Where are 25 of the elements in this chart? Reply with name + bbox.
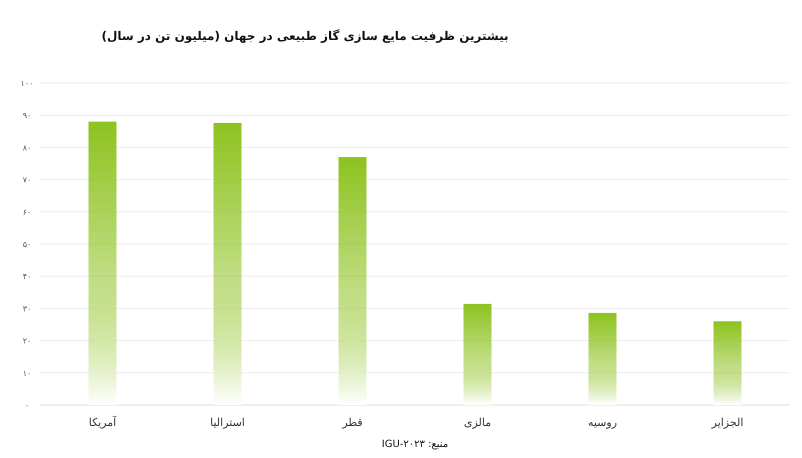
x-tick-label: قطر [341, 416, 363, 429]
x-tick-label: آمریکا [88, 415, 118, 429]
bar [338, 157, 366, 405]
bar [88, 122, 116, 405]
bar [714, 321, 742, 405]
y-tick-label: ۸۰ [22, 143, 32, 152]
bar [464, 304, 492, 405]
y-tick-label: ۱۰۰ [20, 79, 34, 88]
y-tick-label: ۷۰ [22, 176, 32, 185]
x-tick-label: استرالیا [210, 416, 245, 429]
y-tick-label: ۳۰ [22, 304, 32, 314]
y-tick-label: ۶۰ [22, 208, 32, 217]
x-tick-label: روسیه [588, 416, 618, 429]
y-tick-label: ۹۰ [22, 111, 32, 120]
x-tick-label: الجزایر [710, 416, 744, 429]
y-tick-label: ۴۰ [22, 272, 32, 282]
bar [588, 312, 616, 405]
chart-title: بیشترین ظرفیت مایع سازی گاز طبیعی در جهان (میلیون تن در سال) [101, 29, 509, 43]
y-tick-label: ۰ [24, 401, 30, 410]
x-tick-label: مالزی [464, 416, 492, 429]
y-tick-label: ۱۰ [22, 368, 32, 378]
y-tick-label: ۵۰ [22, 240, 32, 249]
bar [214, 122, 242, 405]
text: منبع: IGU-۲۰۲۳ [382, 439, 448, 450]
y-tick-label: ۲۰ [22, 336, 32, 346]
